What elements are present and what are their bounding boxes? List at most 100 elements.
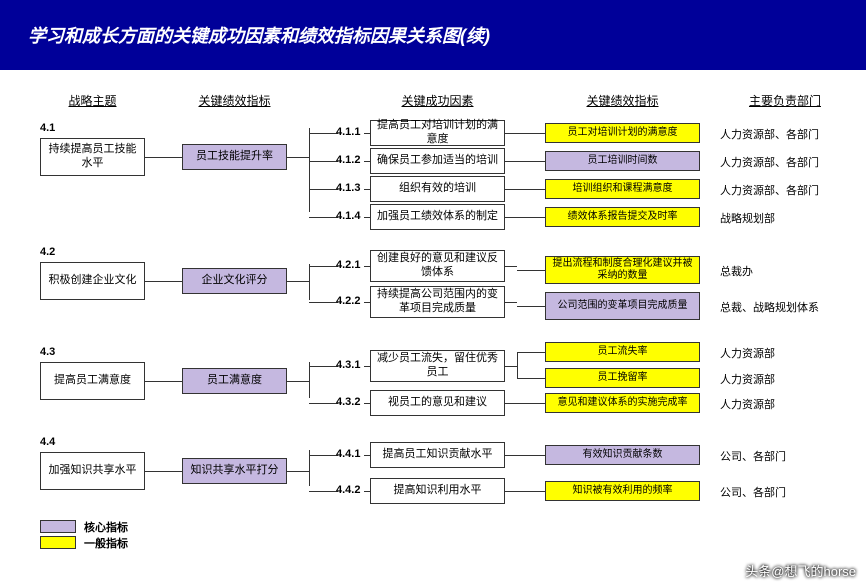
csf-box: 减少员工流失，留住优秀员工 — [370, 350, 505, 382]
csf-box: 持续提高公司范围内的变革项目完成质量 — [370, 286, 505, 318]
connector — [309, 455, 338, 456]
connector — [517, 352, 545, 353]
dept-label: 人力资源部 — [720, 371, 850, 387]
connector — [517, 133, 545, 134]
kpi2-box: 员工流失率 — [545, 342, 700, 362]
theme-box: 积极创建企业文化 — [40, 262, 145, 300]
connector — [505, 403, 517, 404]
child-id: 4.1.4 — [336, 210, 360, 222]
kpi2-box: 员工挽留率 — [545, 368, 700, 388]
connector — [505, 217, 517, 218]
legend-general-label: 一般指标 — [84, 535, 128, 551]
connector — [309, 189, 338, 190]
connector — [517, 378, 545, 379]
dept-label: 公司、各部门 — [720, 448, 850, 464]
connector — [287, 157, 309, 158]
col-head-theme: 战略主题 — [40, 92, 145, 109]
col-head-dept: 主要负责部门 — [720, 92, 850, 109]
col-head-kpi2: 关键绩效指标 — [545, 92, 700, 109]
child-id: 4.3.1 — [336, 359, 360, 371]
header: 学习和成长方面的关键成功因素和绩效指标因果关系图(续) — [0, 0, 866, 70]
connector — [505, 302, 517, 303]
diagram-canvas: 战略主题 关键绩效指标 关键成功因素 关键绩效指标 主要负责部门 4.1 持续提高员工技能水… — [0, 72, 866, 562]
dept-label: 战略规划部 — [720, 210, 850, 226]
connector — [309, 161, 338, 162]
row-id: 4.4 — [40, 436, 55, 448]
page-title: 学习和成长方面的关键成功因素和绩效指标因果关系图(续) — [28, 26, 490, 46]
connector — [505, 266, 517, 267]
csf-box: 提高知识利用水平 — [370, 478, 505, 504]
connector — [309, 366, 338, 367]
dept-label: 总裁、战略规划体系 — [720, 299, 850, 315]
row-id: 4.1 — [40, 122, 55, 134]
kpi2-box: 员工培训时间数 — [545, 151, 700, 171]
dept-label: 人力资源部、各部门 — [720, 126, 850, 142]
connector — [287, 381, 309, 382]
kpi1-box: 知识共享水平打分 — [182, 458, 287, 484]
child-id: 4.1.2 — [336, 154, 360, 166]
csf-box: 加强员工绩效体系的制定 — [370, 204, 505, 230]
kpi2-box: 提出流程和制度合理化建议并被采纳的数量 — [545, 256, 700, 284]
kpi2-box: 知识被有效利用的频率 — [545, 481, 700, 501]
csf-box: 创建良好的意见和建议反馈体系 — [370, 250, 505, 282]
kpi2-box: 绩效体系报告提交及时率 — [545, 207, 700, 227]
csf-box: 视员工的意见和建议 — [370, 390, 505, 416]
child-id: 4.1.3 — [336, 182, 360, 194]
kpi2-box: 员工对培训计划的满意度 — [545, 123, 700, 143]
dept-label: 人力资源部 — [720, 396, 850, 412]
connector — [505, 133, 517, 134]
csf-box: 提高员工对培训计划的满意度 — [370, 120, 505, 146]
child-id: 4.2.1 — [336, 259, 360, 271]
connector — [517, 189, 545, 190]
connector — [517, 455, 545, 456]
connector — [287, 471, 309, 472]
connector — [309, 217, 338, 218]
kpi1-box: 员工技能提升率 — [182, 144, 287, 170]
connector — [309, 266, 338, 267]
connector — [517, 217, 545, 218]
kpi1-box: 员工满意度 — [182, 368, 287, 394]
col-head-csf: 关键成功因素 — [370, 92, 505, 109]
connector — [145, 281, 182, 282]
kpi1-box: 企业文化评分 — [182, 268, 287, 294]
dept-label: 总裁办 — [720, 263, 850, 279]
connector — [309, 491, 338, 492]
connector — [505, 491, 517, 492]
csf-box: 提高员工知识贡献水平 — [370, 442, 505, 468]
watermark: 头条@想飞的horse — [745, 561, 856, 580]
legend-core-label: 核心指标 — [84, 519, 128, 535]
child-id: 4.3.2 — [336, 396, 360, 408]
legend-core-swatch — [40, 520, 76, 533]
connector — [505, 161, 517, 162]
connector — [145, 157, 182, 158]
connector — [145, 471, 182, 472]
legend-general-swatch — [40, 536, 76, 549]
dept-label: 人力资源部 — [720, 345, 850, 361]
bracket — [309, 362, 310, 398]
connector — [309, 133, 338, 134]
csf-box: 确保员工参加适当的培训 — [370, 148, 505, 174]
connector — [505, 366, 517, 367]
bracket — [309, 128, 310, 212]
bracket — [517, 352, 518, 378]
col-head-kpi1: 关键绩效指标 — [182, 92, 287, 109]
connector — [517, 161, 545, 162]
dept-label: 公司、各部门 — [720, 484, 850, 500]
connector — [517, 306, 545, 307]
connector — [309, 403, 338, 404]
csf-box: 组织有效的培训 — [370, 176, 505, 202]
connector — [287, 281, 309, 282]
kpi2-box: 培训组织和课程满意度 — [545, 179, 700, 199]
theme-box: 持续提高员工技能水平 — [40, 138, 145, 176]
row-id: 4.2 — [40, 246, 55, 258]
theme-box: 加强知识共享水平 — [40, 452, 145, 490]
bracket — [309, 264, 310, 300]
dept-label: 人力资源部、各部门 — [720, 154, 850, 170]
connector — [505, 189, 517, 190]
child-id: 4.1.1 — [336, 126, 360, 138]
connector — [517, 270, 545, 271]
kpi2-box: 意见和建议体系的实施完成率 — [545, 393, 700, 413]
connector — [309, 302, 338, 303]
child-id: 4.4.2 — [336, 484, 360, 496]
child-id: 4.4.1 — [336, 448, 360, 460]
